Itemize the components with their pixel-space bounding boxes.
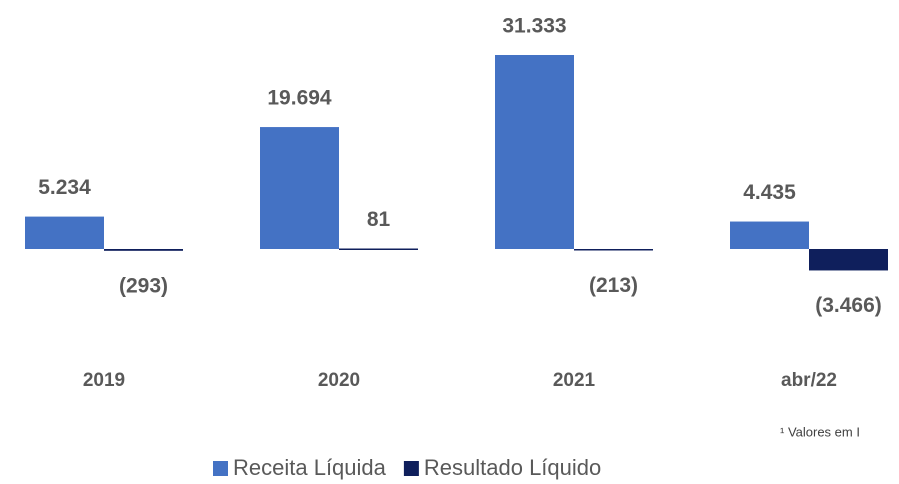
- bar: [809, 249, 888, 271]
- bar: [260, 127, 339, 249]
- x-tick-label: 2021: [553, 370, 596, 391]
- data-label: 81: [367, 208, 391, 231]
- legend-label: Resultado Líquido: [424, 455, 601, 480]
- legend-label: Receita Líquida: [233, 455, 387, 480]
- bar: [495, 55, 574, 249]
- data-label: (3.466): [815, 294, 882, 317]
- bar: [730, 221, 809, 249]
- data-label: 5.234: [38, 176, 91, 199]
- data-label: 19.694: [267, 87, 332, 110]
- legend-swatch: [213, 461, 228, 476]
- data-label: 4.435: [743, 181, 796, 204]
- x-tick-label: 2019: [83, 370, 125, 391]
- bar: [339, 248, 418, 250]
- bar: [25, 216, 104, 249]
- footnote: ¹ Valores em I: [780, 424, 860, 439]
- data-label: (213): [589, 274, 638, 297]
- x-tick-label: 2020: [318, 370, 360, 391]
- bar: [574, 249, 653, 251]
- data-label: (293): [119, 274, 168, 297]
- legend-swatch: [403, 461, 419, 476]
- bar: [104, 249, 183, 251]
- x-tick-label: abr/22: [781, 370, 837, 391]
- data-label: 31.333: [502, 15, 566, 38]
